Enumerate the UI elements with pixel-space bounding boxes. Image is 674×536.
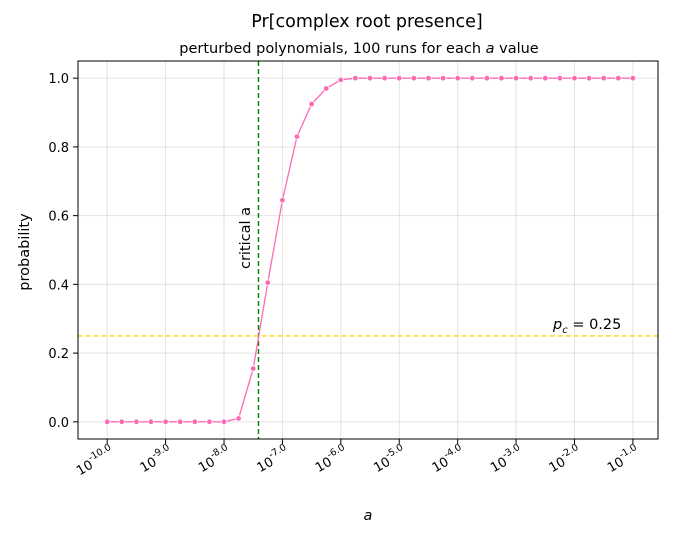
- data-point: [293, 133, 301, 140]
- x-axis-label: a: [364, 508, 373, 524]
- data-point: [337, 76, 344, 84]
- y-axis-label: probability: [17, 213, 33, 291]
- y-tick-label: 0.0: [48, 416, 69, 431]
- data-point: [629, 74, 637, 82]
- y-tick-label: 1.0: [48, 72, 69, 87]
- critical-line-label: critical a: [238, 207, 254, 269]
- data-point: [220, 418, 228, 425]
- data-point: [556, 74, 564, 82]
- data-point: [103, 418, 111, 425]
- data-point: [454, 74, 461, 82]
- y-tick-label: 0.4: [48, 278, 69, 293]
- data-point: [249, 365, 257, 372]
- data-point: [410, 74, 418, 82]
- data-point: [366, 74, 374, 82]
- y-axis-ticks: 0.0 0.2 0.4 0.6 0.8 1.0: [48, 72, 78, 431]
- data-point: [279, 196, 286, 204]
- y-tick-label: 0.2: [48, 347, 69, 362]
- data-point: [615, 74, 622, 82]
- data-point: [162, 418, 169, 425]
- data-point: [147, 418, 155, 425]
- threshold-label: pc = 0.25: [552, 317, 621, 336]
- data-point: [542, 74, 549, 82]
- data-point: [512, 74, 520, 82]
- data-point: [308, 100, 315, 108]
- data-point: [585, 74, 593, 82]
- data-point: [191, 418, 198, 425]
- x-tick-label: 10-2.0: [545, 442, 585, 476]
- series-line: [107, 77, 633, 423]
- chart-subtitle: perturbed polynomials, 100 runs for each…: [179, 41, 539, 57]
- x-tick-label: 10-1.0: [603, 442, 643, 476]
- data-point: [469, 74, 476, 82]
- grid: [78, 61, 658, 439]
- x-tick-label: 10-6.0: [311, 442, 351, 476]
- data-point: [264, 279, 271, 286]
- data-point: [498, 74, 505, 82]
- data-point: [352, 74, 359, 82]
- x-tick-label: 10-4.0: [428, 442, 468, 476]
- data-point: [571, 74, 578, 82]
- data-point: [381, 74, 388, 82]
- series: [103, 74, 637, 425]
- plot-frame: [77, 60, 659, 440]
- data-point: [176, 418, 184, 425]
- x-tick-label: 10-10.0: [72, 442, 117, 479]
- y-tick-label: 0.6: [48, 210, 69, 225]
- x-axis-ticks: 10-10.0 10-9.0 10-8.0 10-7.0 10-6.0 10-5.0 10-…: [72, 439, 643, 479]
- data-point: [396, 74, 403, 82]
- data-point: [425, 74, 432, 82]
- data-point: [483, 74, 491, 82]
- x-tick-label: 10-3.0: [486, 442, 526, 476]
- x-tick-label: 10-8.0: [194, 442, 234, 476]
- data-point: [235, 415, 242, 422]
- data-point: [527, 74, 534, 82]
- data-point: [600, 74, 607, 82]
- data-point: [133, 418, 140, 425]
- data-point: [439, 74, 447, 82]
- data-point: [323, 85, 330, 92]
- x-tick-label: 10-9.0: [136, 442, 176, 476]
- reference-lines: [78, 61, 658, 439]
- x-tick-label: 10-5.0: [369, 442, 409, 476]
- data-point: [206, 418, 213, 425]
- data-point: [118, 418, 125, 425]
- x-tick-label: 10-7.0: [253, 442, 293, 476]
- y-tick-label: 0.8: [48, 141, 69, 156]
- chart-title: Pr[complex root presence]: [251, 12, 483, 32]
